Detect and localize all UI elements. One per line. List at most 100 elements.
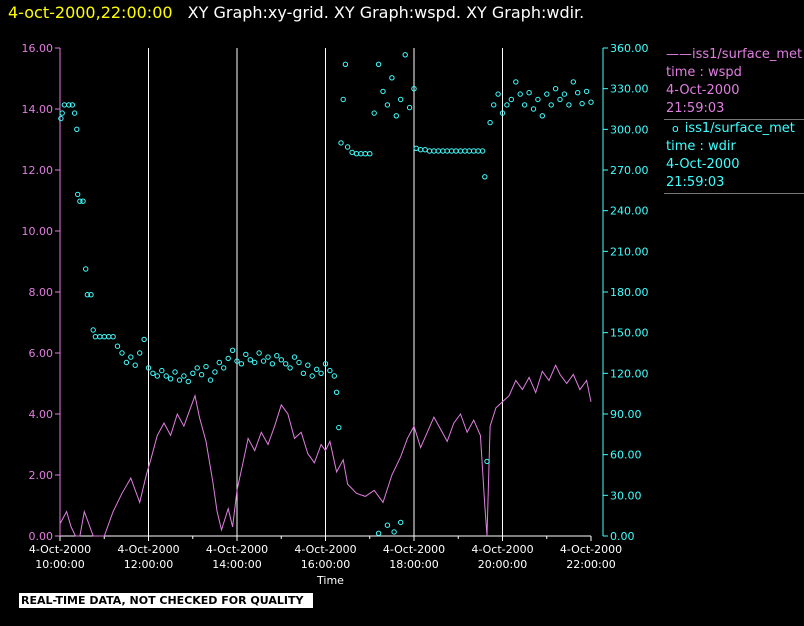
- wdir-point: [422, 147, 428, 153]
- wdir-point: [431, 148, 437, 154]
- wdir-point: [557, 96, 563, 103]
- x-tick-date: 4-Oct-2000: [294, 543, 356, 556]
- wdir-point: [269, 361, 276, 367]
- wdir-point: [150, 370, 156, 376]
- wdir-point: [110, 334, 116, 340]
- wdir-point: [535, 96, 541, 103]
- wdir-point: [539, 113, 545, 119]
- wdir-point: [513, 79, 519, 85]
- wdir-point: [530, 106, 537, 112]
- wdir-point: [137, 350, 143, 356]
- wdir-point: [229, 347, 236, 353]
- legend-wdir: o iss1/surface_met time : wdir 4-Oct-2000…: [664, 120, 804, 194]
- right-tick-label: 330.00: [610, 83, 649, 96]
- x-tick-time: 20:00:00: [478, 558, 527, 571]
- wdir-point: [344, 144, 351, 150]
- left-tick-label: 16.00: [22, 42, 54, 55]
- wdir-point: [462, 148, 468, 154]
- wdir-point: [375, 61, 382, 68]
- right-tick-label: 240.00: [610, 205, 649, 218]
- right-tick-label: 150.00: [610, 327, 649, 340]
- wdir-point: [185, 378, 192, 385]
- right-tick-label: 210.00: [610, 245, 649, 258]
- wdir-point: [448, 148, 455, 154]
- wdir-point: [132, 362, 138, 368]
- wdir-point: [123, 359, 130, 366]
- wdir-point: [163, 373, 169, 379]
- right-tick-label: 180.00: [610, 286, 649, 299]
- x-tick-date: 4-Oct-2000: [471, 543, 533, 556]
- legend-wspd-date: 4-Oct-2000: [666, 83, 740, 98]
- wdir-point: [406, 104, 413, 111]
- wdir-point: [274, 353, 280, 359]
- wdir-point: [145, 365, 152, 371]
- wdir-point: [561, 91, 568, 97]
- wdir-point: [333, 389, 340, 395]
- wdir-point: [517, 91, 523, 97]
- legend-wspd-time: 21:59:03: [666, 101, 725, 116]
- wdir-point: [90, 327, 96, 333]
- wdir-point: [479, 148, 486, 154]
- legend-wdir-field: time : wdir: [666, 139, 736, 154]
- wdir-point: [83, 266, 89, 272]
- wdir-point: [362, 151, 368, 157]
- wdir-point: [318, 370, 324, 376]
- wdir-point: [440, 148, 446, 154]
- wdir-point: [453, 148, 459, 154]
- wdir-point: [243, 351, 249, 358]
- wdir-point: [575, 90, 581, 96]
- x-tick-date: 4-Oct-2000: [560, 543, 622, 556]
- wdir-point: [309, 373, 315, 379]
- legend-wdir-time: 21:59:03: [666, 175, 725, 190]
- wdir-point: [398, 96, 404, 103]
- wdir-point: [66, 102, 72, 108]
- wdir-point: [358, 151, 364, 157]
- legend-wdir-source: iss1/surface_met: [684, 121, 795, 136]
- right-tick-label: 30.00: [610, 489, 642, 502]
- wdir-point: [484, 458, 490, 465]
- wdir-point: [101, 334, 108, 340]
- wdir-point: [61, 102, 68, 108]
- wdir-point: [80, 198, 86, 204]
- wdir-point: [225, 355, 231, 362]
- legend-wspd: —— iss1/surface_met time : wspd 4-Oct-200…: [664, 46, 804, 120]
- x-tick-time: 12:00:00: [124, 558, 173, 571]
- wdir-point: [114, 343, 121, 349]
- x-tick-time: 22:00:00: [566, 558, 615, 571]
- wdir-point: [466, 148, 472, 154]
- wdir-point: [570, 79, 576, 85]
- title-timestamp: 4-oct-2000,22:00:00: [8, 3, 173, 22]
- wdir-point: [141, 336, 147, 343]
- wdir-point: [221, 365, 227, 371]
- left-tick-label: 4.00: [29, 408, 54, 421]
- left-tick-label: 8.00: [29, 286, 54, 299]
- legend-wdir-marker: o: [672, 122, 679, 135]
- wdir-point: [521, 102, 528, 108]
- wdir-point: [238, 361, 245, 367]
- wdir-point: [256, 350, 262, 356]
- wdir-point: [314, 366, 320, 372]
- wdir-point: [207, 377, 214, 383]
- wdir-point: [371, 110, 377, 116]
- wdir-point: [375, 530, 382, 536]
- wdir-point: [198, 372, 205, 378]
- title-graphs: XY Graph:xy-grid. XY Graph:wspd. XY Grap…: [187, 3, 585, 22]
- left-tick-label: 2.00: [29, 469, 54, 482]
- wdir-point: [216, 359, 223, 366]
- x-tick-date: 4-Oct-2000: [206, 543, 268, 556]
- wdir-point: [212, 369, 218, 375]
- wdir-point: [92, 334, 99, 340]
- right-tick-label: 300.00: [610, 123, 649, 136]
- wdir-point: [203, 363, 209, 370]
- wdir-point: [106, 334, 112, 340]
- wdir-point: [342, 61, 349, 68]
- wdir-point: [69, 102, 76, 108]
- wdir-point: [504, 102, 510, 108]
- wdir-point: [58, 115, 64, 122]
- chart-title: 4-oct-2000,22:00:00 XY Graph:xy-grid. XY…: [8, 3, 584, 22]
- wdir-point: [278, 357, 284, 363]
- wdir-point: [548, 102, 554, 108]
- right-tick-label: 360.00: [610, 42, 649, 55]
- wdir-point: [88, 292, 94, 298]
